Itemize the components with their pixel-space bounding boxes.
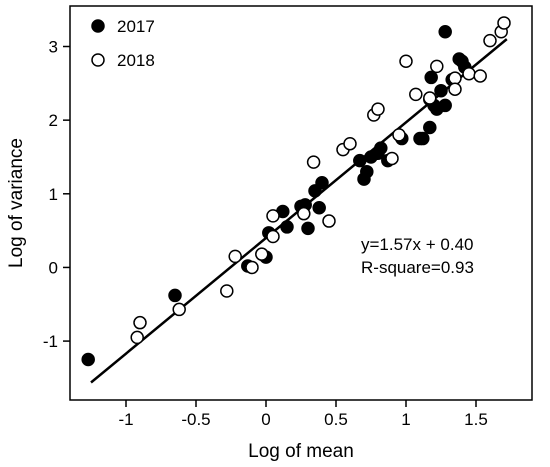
point-2017 [168,288,182,303]
point-2018 [266,209,280,223]
point-2017 [280,220,294,234]
y-tick-label: 2 [49,111,58,130]
point-2018 [483,33,497,48]
x-tick-label: 1.5 [464,410,488,429]
point-2018 [462,67,476,81]
fit-equation: y=1.57x + 0.40 [361,235,473,254]
x-tick-label: -1 [118,410,133,429]
point-2018 [371,102,385,116]
point-2018 [322,214,336,228]
point-2018 [385,151,399,166]
point-2017 [434,83,448,98]
point-2017 [416,131,430,146]
x-tick-label: -0.5 [181,410,210,429]
legend-marker-2018 [91,53,105,67]
point-2018 [220,284,234,298]
y-tick-label: 3 [49,38,58,57]
point-2017 [374,141,388,155]
point-2018 [448,82,462,96]
point-2018 [448,71,462,85]
y-tick-label: -1 [43,332,58,351]
point-2017 [312,201,326,215]
point-2018 [423,91,437,105]
point-2018 [306,155,321,169]
point-2017 [315,175,329,190]
data-points [81,16,511,367]
legend-marker-2017 [91,19,105,33]
point-2018 [430,59,444,74]
x-tick-label: 1 [401,410,410,429]
y-axis-ticks: -1 0 1 2 3 [43,38,70,351]
y-tick-label: 0 [49,258,58,277]
x-axis-ticks: -1 -0.5 0 0.5 1 1.5 [118,400,488,429]
x-axis-label: Log of mean [248,441,354,462]
x-tick-label: 0 [261,410,270,429]
legend: 2017 2018 [91,17,155,70]
point-2017 [438,25,452,39]
point-2017 [423,120,437,135]
legend-label-2017: 2017 [117,17,155,36]
point-2017 [353,153,367,168]
point-2018 [172,302,186,317]
point-2018 [133,315,147,330]
plot-frame [69,5,533,401]
point-2017 [424,70,438,85]
point-2018 [228,249,242,264]
point-2017 [438,98,452,113]
point-2017 [360,164,374,179]
point-2018 [473,69,487,83]
point-2018 [245,260,259,275]
point-2018 [392,128,406,142]
point-2018 [343,136,357,151]
legend-label-2018: 2018 [117,51,155,70]
point-2018 [409,87,423,102]
point-2018 [399,54,413,68]
x-tick-label: 0.5 [324,410,348,429]
point-2018 [130,330,144,345]
point-2018 [266,229,280,244]
y-axis-label: Log of variance [6,138,27,268]
point-2018 [255,247,269,261]
point-2017 [301,221,315,236]
y-tick-label: 1 [49,185,58,204]
point-2018 [497,16,511,30]
point-2018 [297,206,311,221]
r-square: R-square=0.93 [361,258,474,277]
point-2017 [81,352,95,367]
